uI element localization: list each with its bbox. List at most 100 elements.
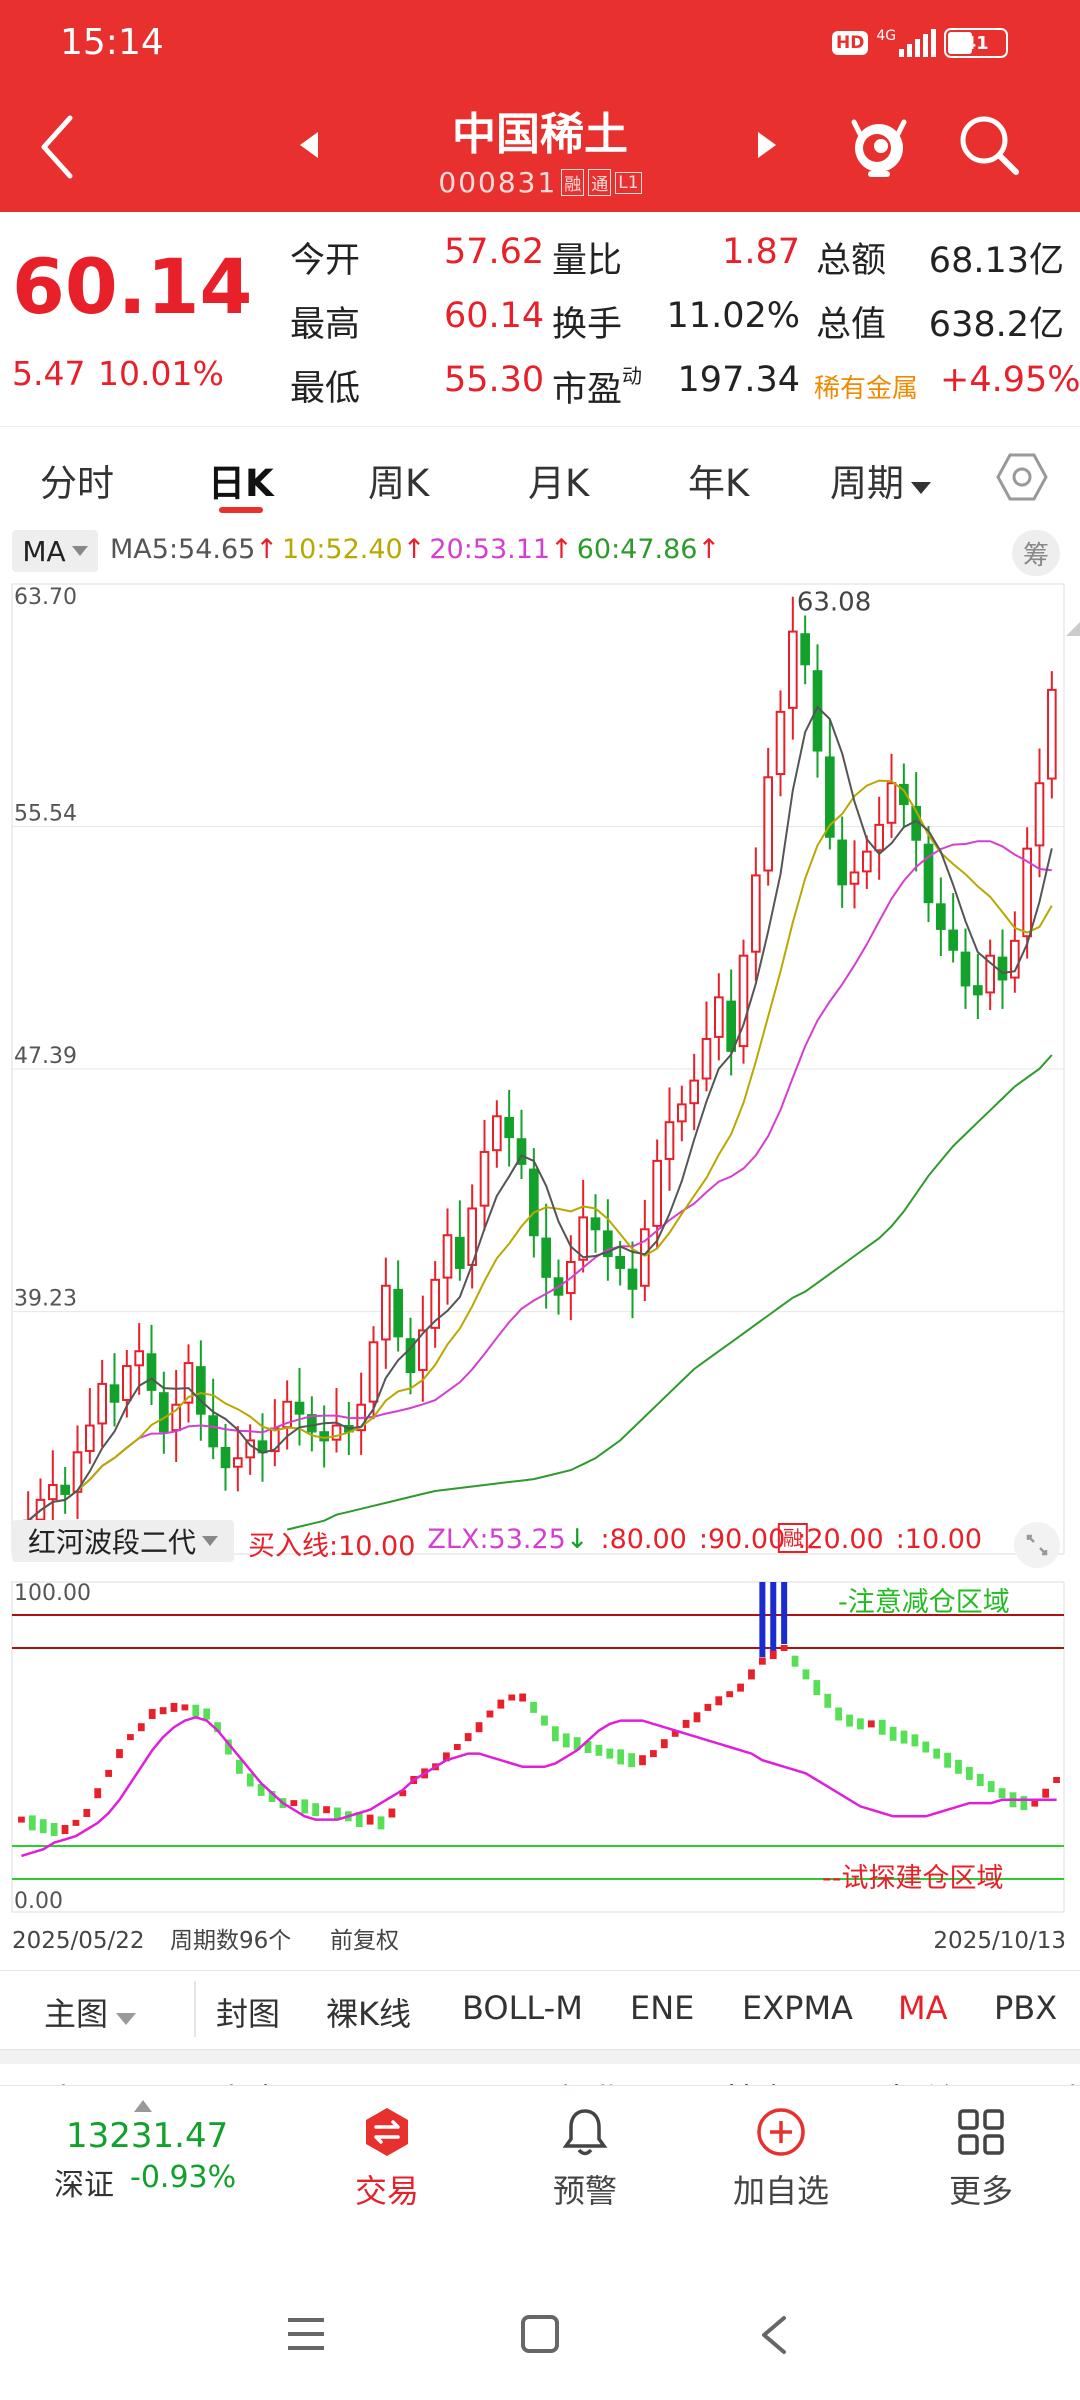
toolbar-item-pbx[interactable]: PBX: [994, 1989, 1058, 2027]
candle-down: [960, 951, 971, 987]
tab-intraday[interactable]: 分时: [40, 462, 114, 505]
app-header: 15:14 HD 4G 41 中国稀土 000831 融 通 L1: [0, 0, 1080, 212]
stock-code-row: 000831 融 通 L1: [340, 166, 740, 199]
chip-distribution-button[interactable]: 筹: [1012, 530, 1060, 576]
ma-select[interactable]: MA: [12, 530, 98, 572]
osc-bar-down: [976, 1774, 984, 1786]
tag-rong: 融: [561, 169, 585, 196]
param-80: :80.00: [600, 1524, 687, 1555]
tab-weekly-k[interactable]: 周K: [368, 462, 430, 505]
osc-bar-up: [105, 1769, 112, 1777]
osc-bar-up: [1031, 1799, 1039, 1807]
toolbar-item-seal[interactable]: 封图: [216, 1995, 281, 2033]
price-change: 5.47: [12, 354, 86, 393]
ma5-line: [27, 705, 1053, 1522]
candle-up: [714, 996, 724, 1038]
toolbar-item-expma[interactable]: EXPMA: [742, 1989, 853, 2027]
section-gap: [0, 2050, 1080, 2064]
stat-value-open: 57.62: [444, 232, 545, 272]
index-change: -0.93%: [130, 2160, 237, 2195]
candle-up: [1010, 939, 1020, 979]
info-tab-industry[interactable]: 行业: [556, 2074, 624, 2086]
osc-bar-up: [726, 1691, 734, 1698]
expand-sub-chart-button[interactable]: [1014, 1522, 1060, 1568]
info-tab-related[interactable]: 相关: [888, 2074, 956, 2086]
tab-yearly-k[interactable]: 年K: [688, 462, 750, 505]
expand-corner-icon: [1066, 622, 1080, 636]
candle-up: [677, 1103, 687, 1123]
osc-bar-down: [966, 1766, 973, 1780]
osc-bar-up: [464, 1733, 472, 1742]
osc-bar-down: [312, 1803, 320, 1817]
osc-bar-up: [715, 1696, 723, 1706]
toolbar-item-boll[interactable]: BOLL-M: [462, 1989, 583, 2027]
main-chart-dropdown[interactable]: 主图: [44, 1989, 137, 2035]
toolbar-item-ma[interactable]: MA: [898, 1989, 948, 2027]
search-icon[interactable]: [956, 112, 1022, 178]
osc-bar-up: [323, 1806, 330, 1814]
home-icon[interactable]: [520, 2314, 560, 2354]
add-watchlist-button[interactable]: 加自选: [716, 2106, 846, 2212]
osc-bar-down: [28, 1815, 36, 1831]
osc-bar-up: [737, 1683, 744, 1692]
candle-up: [97, 1382, 107, 1425]
osc-bar-down: [268, 1791, 276, 1802]
band-oscillator-chart[interactable]: 100.00 0.00 -注意减仓区域 --试探建仓区域 2025/05/22 周期数96…: [0, 1572, 1080, 1984]
back-icon[interactable]: [758, 2314, 788, 2356]
last-price: 60.14: [12, 242, 253, 331]
zlx-line: [21, 1715, 1057, 1858]
trade-button[interactable]: 交易: [332, 2106, 442, 2212]
info-tab-news[interactable]: 资讯: [46, 2074, 114, 2086]
sub-indicator-select[interactable]: 红河波段二代: [12, 1520, 234, 1562]
toolbar-item-ene[interactable]: ENE: [630, 1989, 695, 2027]
tab-monthly-k[interactable]: 月K: [528, 462, 590, 505]
osc-bar-down: [257, 1783, 265, 1796]
alert-button[interactable]: 预警: [530, 2106, 640, 2212]
info-tab-discuss[interactable]: 讨论: [1046, 2074, 1080, 2086]
prev-stock-icon[interactable]: [298, 130, 320, 160]
index-value[interactable]: 13231.47: [66, 2116, 229, 2156]
candle-up: [418, 1329, 428, 1371]
stock-code: 000831: [438, 166, 558, 199]
candle-up: [72, 1451, 83, 1493]
settings-hexagon-icon[interactable]: [996, 451, 1048, 503]
candle-down: [800, 633, 810, 666]
info-tab-fund[interactable]: 基金: [722, 2074, 790, 2086]
osc-bar-up: [758, 1657, 766, 1665]
next-stock-icon[interactable]: [756, 130, 778, 160]
candle-up: [763, 776, 773, 872]
info-tab-funds[interactable]: 资金: [214, 2074, 282, 2086]
candle-down: [307, 1414, 317, 1433]
toolbar-item-bare-k[interactable]: 裸K线: [326, 1995, 411, 2033]
menu-icon[interactable]: [286, 2316, 326, 2352]
more-button[interactable]: 更多: [926, 2106, 1036, 2212]
index-expand-caret-icon[interactable]: [134, 2100, 152, 2112]
y-tick-label: 47.39: [14, 1044, 77, 1069]
candle-down: [146, 1353, 157, 1391]
ma-legend: MA5:54.65↑ 10:52.40↑ 20:53.11↑ 60:47.86↑: [110, 534, 720, 565]
candle-down: [997, 956, 1008, 981]
footer-end-date: 2025/10/13: [933, 1928, 1066, 1954]
osc-bar-up: [497, 1699, 505, 1709]
mascot-icon[interactable]: [846, 108, 912, 180]
candle-down: [319, 1431, 329, 1442]
osc-bar-up: [290, 1800, 298, 1807]
sub-indicator-params: 买入线:10.00 ZLX:53.25↓ :80.00 :90.00 :20.0…: [248, 1524, 982, 1563]
osc-bar-down: [998, 1788, 1006, 1799]
build-zone-label: --试探建仓区域: [822, 1863, 1004, 1894]
back-arrow-icon[interactable]: [38, 112, 78, 182]
stock-title: 中国稀土: [452, 109, 628, 160]
sector-link[interactable]: 稀有金属: [814, 374, 919, 404]
osc-bar-up: [116, 1749, 123, 1759]
candle-up: [331, 1424, 342, 1441]
osc-bar-up: [137, 1723, 145, 1732]
chevron-down-icon: [202, 1536, 218, 1546]
candle-up: [664, 1121, 675, 1160]
sub-chart-frame: [11, 1581, 1065, 1913]
tab-period-dropdown[interactable]: 周期: [830, 453, 932, 507]
tab-daily-k[interactable]: 日K: [208, 462, 274, 505]
sub-y-tick-top: 100.00: [14, 1581, 91, 1606]
candle-up: [1047, 688, 1057, 780]
stat-value-volume-ratio: 1.87: [722, 232, 800, 272]
